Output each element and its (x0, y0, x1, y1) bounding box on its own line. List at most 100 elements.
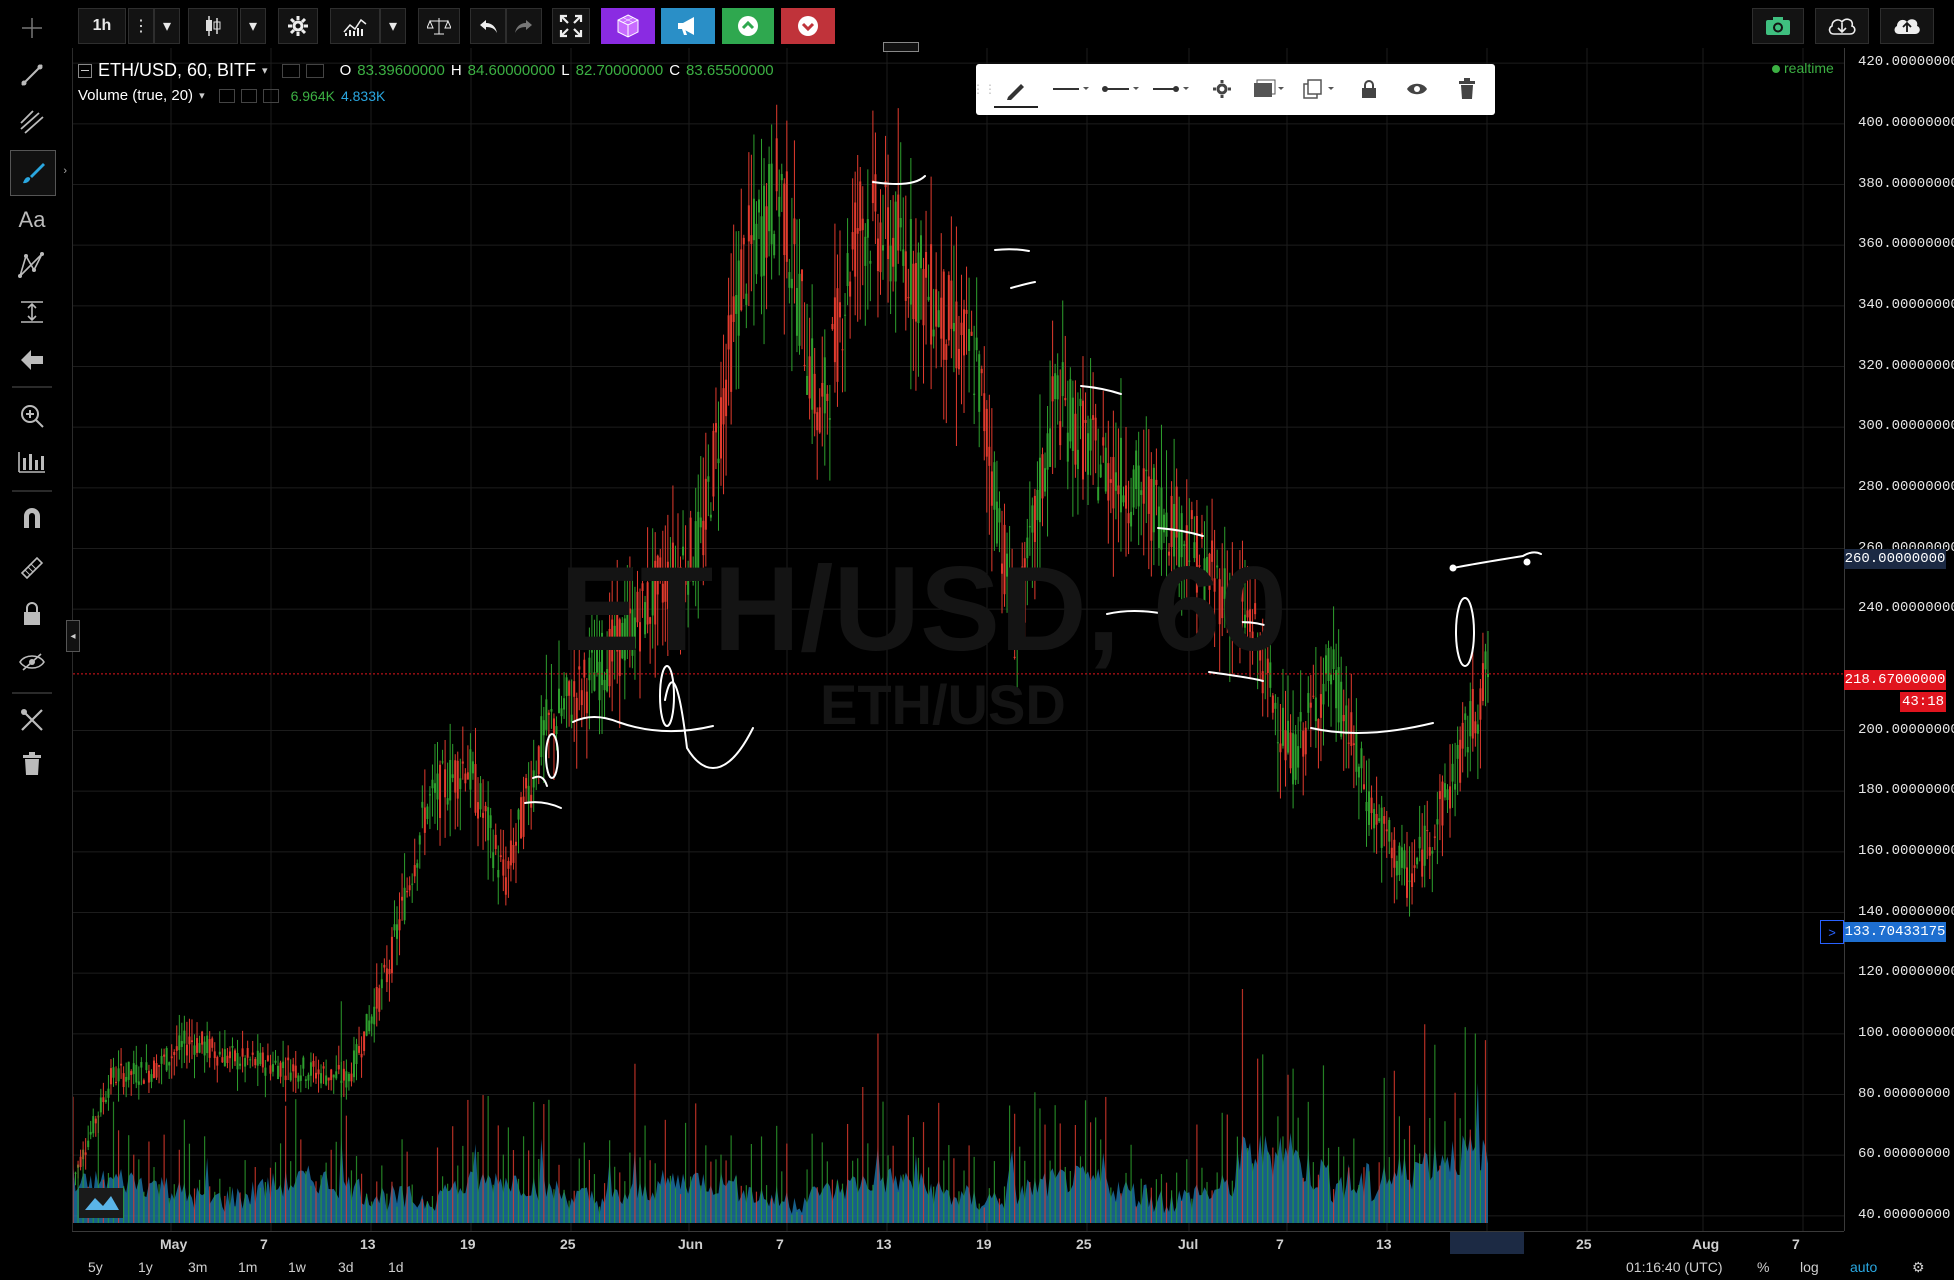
candle-body (378, 988, 381, 1012)
indicators-dropdown-icon[interactable]: ▾ (380, 8, 406, 44)
candle-body (502, 859, 505, 876)
lock-drawing-icon[interactable] (1348, 72, 1390, 106)
indicators-icon[interactable] (330, 8, 380, 44)
bullish-up-button[interactable] (722, 8, 774, 44)
brush-tool-icon[interactable]: › (10, 150, 67, 196)
broadcast-megaphone-icon[interactable] (661, 8, 715, 44)
settings-gear-icon[interactable] (278, 8, 318, 44)
line-end-icon[interactable] (1148, 72, 1194, 106)
pattern-tool-icon[interactable] (12, 246, 52, 286)
clone-icon[interactable] (1298, 72, 1340, 106)
drawing-settings-icon[interactable] (1202, 72, 1242, 106)
candle-body (428, 794, 431, 796)
candle-body (163, 1054, 166, 1057)
time-axis[interactable] (72, 1231, 1844, 1260)
candle-body (1018, 613, 1021, 615)
redo-icon[interactable] (506, 8, 542, 44)
more-intervals-icon[interactable]: ⋮ (128, 8, 154, 44)
back-arrow-icon[interactable] (12, 340, 52, 380)
bearish-down-button[interactable] (781, 8, 835, 44)
price-axis-label: 280.00000000 (1858, 478, 1954, 495)
trend-line-icon[interactable] (12, 55, 52, 95)
zoom-in-icon[interactable] (12, 396, 52, 436)
line-start-icon[interactable] (1098, 72, 1144, 106)
candle-body (654, 560, 657, 625)
symbol-label[interactable]: ETH/USD, 60, BITF (98, 60, 257, 80)
candle-body (370, 1016, 373, 1024)
snapshot-camera-icon[interactable] (1752, 8, 1804, 44)
candle-body (854, 202, 857, 277)
legend-settings-icon[interactable] (305, 63, 324, 78)
candle-body (1362, 784, 1365, 789)
time-axis-label: Jun (678, 1236, 703, 1252)
candle-body (1236, 587, 1239, 605)
range-button-3d[interactable]: 3d (338, 1259, 354, 1275)
trash-icon[interactable] (12, 744, 52, 784)
symbol-dropdown-icon[interactable]: ▾ (262, 65, 268, 77)
hide-drawings-icon[interactable] (12, 642, 52, 682)
candle-body (520, 797, 523, 839)
pitchfork-icon[interactable] (12, 102, 52, 142)
volume-dropdown-icon[interactable]: ▾ (199, 90, 205, 102)
tools-icon[interactable] (12, 700, 52, 740)
candle-body (504, 877, 507, 895)
text-tool-icon[interactable]: Aa (18, 207, 46, 232)
candle-body (201, 1031, 204, 1045)
stay-in-drawing-icon[interactable] (12, 546, 52, 586)
log-toggle[interactable]: log (1800, 1259, 1819, 1275)
volume-close-icon[interactable] (262, 88, 279, 103)
candle-body (841, 349, 844, 351)
current-date-highlight (1450, 1232, 1524, 1254)
candle-body (287, 1057, 290, 1061)
percent-toggle[interactable]: % (1757, 1259, 1770, 1275)
compare-scale-icon[interactable] (418, 8, 460, 44)
measure-ruler-icon[interactable] (12, 442, 52, 482)
magnet-icon[interactable] (12, 498, 52, 538)
fullscreen-icon[interactable] (552, 8, 590, 44)
interval-dropdown-icon[interactable]: ▾ (154, 8, 180, 44)
range-button-1w[interactable]: 1w (288, 1259, 306, 1275)
visibility-eye-icon[interactable] (1396, 72, 1438, 106)
volume-settings-icon[interactable] (240, 88, 257, 103)
range-button-1y[interactable]: 1y (138, 1259, 153, 1275)
auto-toggle[interactable]: auto (1850, 1259, 1878, 1275)
cube-app-icon[interactable] (601, 8, 655, 44)
collapse-legend-icon[interactable] (78, 63, 92, 78)
candle-body (347, 1073, 350, 1082)
visual-order-icon[interactable] (1248, 72, 1290, 106)
chart-type-dropdown-icon[interactable]: ▾ (240, 8, 266, 44)
crosshair-icon[interactable] (12, 8, 52, 48)
candle-body (930, 244, 933, 345)
collapse-left-toolbar-handle[interactable]: ◂ (66, 620, 80, 652)
measure-tool-icon[interactable] (12, 292, 52, 332)
volume-eye-icon[interactable] (218, 88, 235, 103)
lock-icon[interactable] (12, 594, 52, 634)
range-button-1d[interactable]: 1d (388, 1259, 404, 1275)
range-button-5y[interactable]: 5y (88, 1259, 103, 1275)
legend-eye-icon[interactable] (281, 63, 300, 78)
interval-button[interactable]: 1h (78, 8, 126, 44)
chart-pane[interactable] (72, 48, 1845, 1231)
scroll-to-realtime-button[interactable]: > (1820, 920, 1844, 944)
cloud-upload-icon[interactable] (1880, 8, 1934, 44)
brush-color-icon[interactable] (994, 72, 1038, 108)
drag-handle-icon[interactable]: ⋮⋮ (972, 82, 996, 96)
candle-body (1487, 674, 1489, 678)
candle-body (1107, 463, 1110, 501)
range-button-1m[interactable]: 1m (238, 1259, 258, 1275)
line-style-icon[interactable] (1048, 72, 1094, 106)
undo-icon[interactable] (470, 8, 506, 44)
candle-body (137, 1081, 140, 1085)
collapse-top-panel-handle[interactable] (883, 42, 919, 52)
range-button-3m[interactable]: 3m (188, 1259, 208, 1275)
cloud-download-icon[interactable] (1815, 8, 1869, 44)
volume-study-label[interactable]: Volume (true, 20) (78, 87, 194, 104)
price-chart-svg[interactable] (73, 48, 1845, 1231)
price-axis[interactable] (1844, 48, 1954, 1231)
time-axis-label: 19 (460, 1236, 476, 1252)
candle-body (1446, 789, 1449, 800)
chart-settings-gear-icon[interactable]: ⚙ (1912, 1259, 1925, 1275)
delete-drawing-icon[interactable] (1446, 72, 1488, 106)
candle-body (583, 659, 586, 678)
candle-type-icon[interactable] (188, 8, 238, 44)
